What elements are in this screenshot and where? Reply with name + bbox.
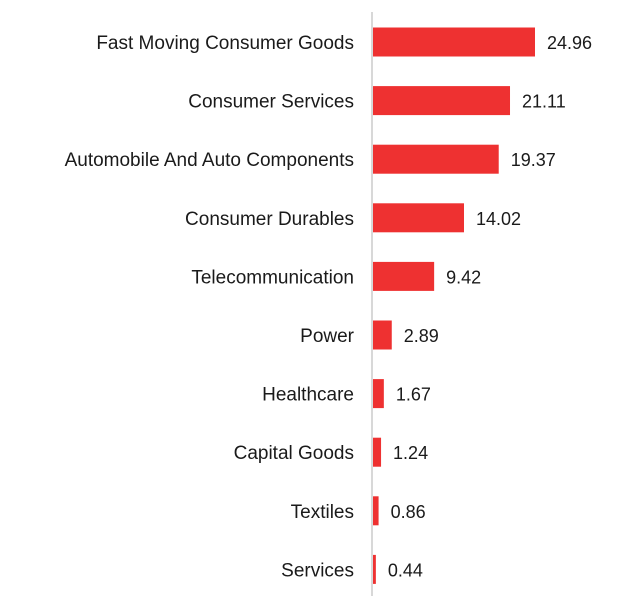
category-labels-group: Fast Moving Consumer Goods Consumer Servi…: [65, 33, 355, 581]
value-label: 21.11: [522, 92, 566, 112]
value-label: 9.42: [446, 267, 481, 287]
bar: [373, 554, 376, 584]
bar: [373, 379, 384, 409]
bar: [373, 261, 435, 291]
category-label: Services: [281, 560, 354, 581]
value-label: 24.96: [547, 33, 592, 53]
value-label: 14.02: [476, 209, 521, 229]
value-label: 2.89: [404, 326, 439, 346]
value-labels-group: 24.96 21.11 19.37 14.02 9.42 2.89 1.67 1.24 0.86…: [388, 33, 592, 580]
category-label: Consumer Services: [188, 92, 354, 113]
bar: [373, 144, 499, 174]
bar: [373, 437, 382, 467]
value-label: 0.44: [388, 560, 423, 580]
bar: [373, 320, 392, 350]
category-label: Power: [300, 326, 355, 347]
value-label: 19.37: [511, 150, 556, 170]
bar: [373, 27, 535, 57]
value-label: 1.24: [393, 443, 428, 463]
bars-group: [373, 27, 535, 584]
category-label: Consumer Durables: [185, 209, 354, 230]
category-label: Healthcare: [262, 385, 354, 406]
bar: [373, 496, 379, 526]
category-label: Fast Moving Consumer Goods: [96, 33, 354, 54]
category-label: Telecommunication: [191, 267, 354, 288]
value-label: 1.67: [396, 385, 431, 405]
bar: [373, 86, 511, 116]
category-label: Automobile And Auto Components: [65, 150, 354, 171]
bar: [373, 203, 464, 233]
category-label: Capital Goods: [234, 443, 354, 464]
value-label: 0.86: [391, 502, 426, 522]
category-label: Textiles: [291, 502, 354, 523]
